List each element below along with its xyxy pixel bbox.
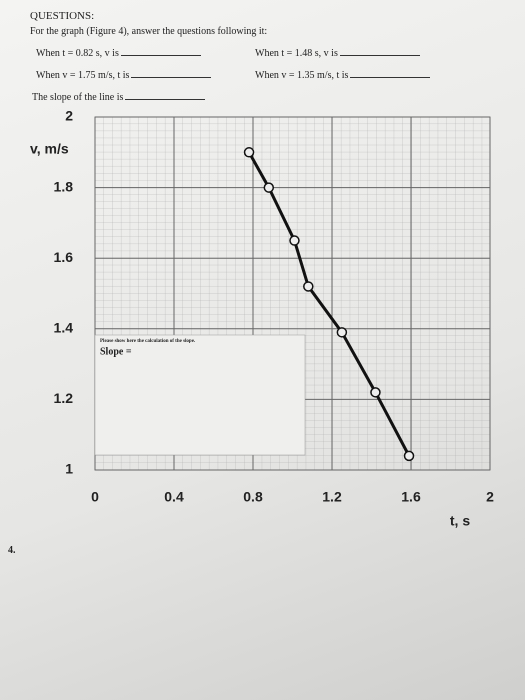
question: When t = 1.48 s, v is bbox=[255, 46, 420, 59]
question-text: When v = 1.35 m/s, t is bbox=[255, 70, 349, 81]
intro: For the graph (Figure 4), answer the que… bbox=[30, 26, 268, 37]
y-tick-label: 1.4 bbox=[54, 320, 74, 336]
data-point bbox=[289, 235, 300, 246]
heading: QUESTIONS: bbox=[30, 10, 95, 22]
data-point bbox=[403, 450, 415, 462]
work-box bbox=[94, 334, 306, 456]
question: When v = 1.35 m/s, t is bbox=[255, 68, 431, 81]
y-tick-label: 1 bbox=[65, 461, 73, 477]
data-point bbox=[263, 182, 275, 193]
question-text: The slope of the line is bbox=[32, 92, 124, 103]
question-text: When v = 1.75 m/s, t is bbox=[36, 70, 130, 81]
y-tick-label: 1.6 bbox=[54, 249, 74, 265]
data-point bbox=[336, 327, 348, 338]
x-axis-label: t, s bbox=[450, 513, 470, 529]
work-instruction: Please show here the calculation of the … bbox=[100, 339, 196, 344]
question: When v = 1.75 m/s, t is bbox=[36, 68, 212, 81]
data-point bbox=[303, 281, 314, 292]
x-tick-label: 1.6 bbox=[401, 489, 421, 505]
figure-number: 4. bbox=[8, 545, 16, 556]
y-tick-label: 1.8 bbox=[54, 178, 74, 194]
x-tick-label: 1.2 bbox=[322, 489, 342, 505]
data-point bbox=[370, 387, 381, 398]
x-tick-label: 2 bbox=[486, 489, 494, 505]
question: The slope of the line is bbox=[32, 90, 206, 103]
data-point bbox=[243, 147, 255, 158]
x-tick-label: 0 bbox=[91, 489, 99, 505]
y-tick-label: 2 bbox=[65, 108, 73, 124]
y-tick-label: 1.2 bbox=[54, 390, 74, 406]
x-tick-label: 0.8 bbox=[243, 489, 263, 505]
question: When t = 0.82 s, v is bbox=[36, 46, 201, 59]
y-axis-label: v, m/s bbox=[30, 141, 69, 157]
x-tick-label: 0.4 bbox=[164, 489, 184, 505]
question-text: When t = 1.48 s, v is bbox=[255, 48, 338, 59]
question-text: When t = 0.82 s, v is bbox=[36, 48, 119, 59]
work-label: Slope = bbox=[100, 346, 132, 357]
